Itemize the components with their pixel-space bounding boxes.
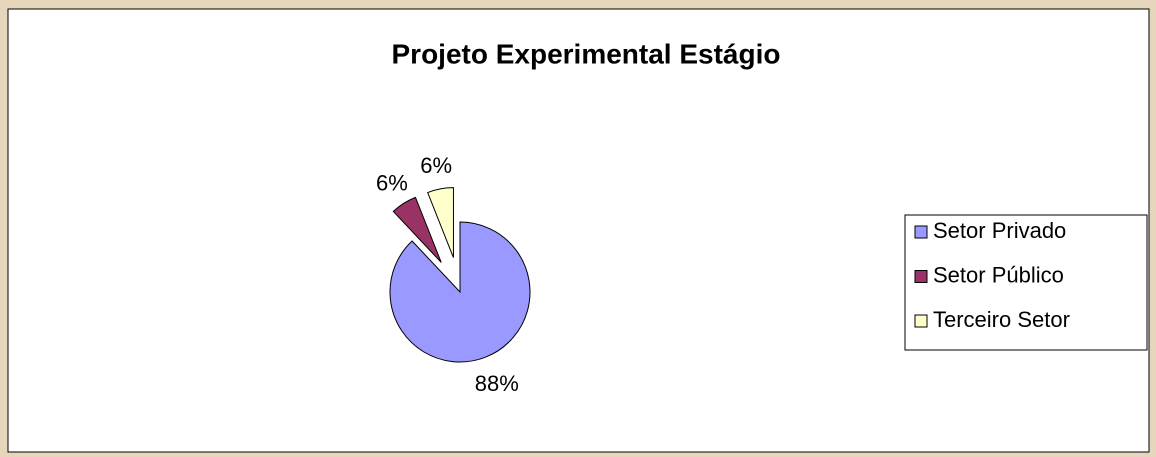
pie-slice	[389, 221, 531, 363]
chart-title: Projeto Experimental Estágio	[392, 38, 781, 69]
legend-label: Setor Público	[933, 262, 1064, 287]
legend-label: Setor Privado	[933, 218, 1066, 243]
data-label: 6%	[420, 153, 452, 178]
pie-slice	[427, 187, 454, 258]
legend-swatch	[914, 314, 928, 328]
legend-swatch	[914, 270, 928, 283]
legend-swatch	[914, 225, 928, 239]
legend-label: Terceiro Setor	[933, 307, 1070, 332]
data-label: 88%	[475, 371, 519, 396]
pie-slice	[392, 196, 442, 263]
data-label: 6%	[376, 171, 408, 196]
legend-box	[904, 214, 1148, 351]
